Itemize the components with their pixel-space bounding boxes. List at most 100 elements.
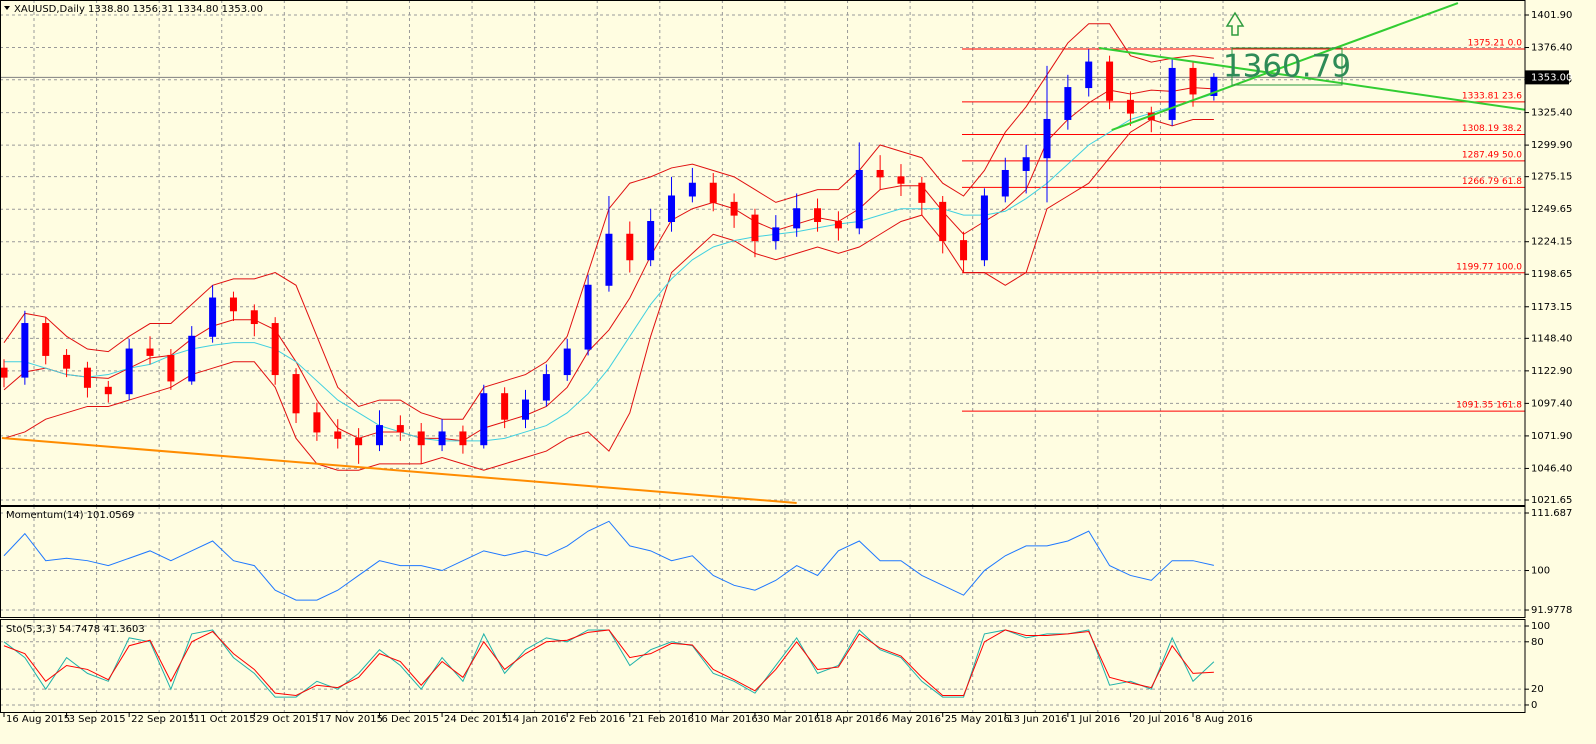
x-tick-label: 6 Dec 2015	[381, 714, 439, 725]
candle-body	[605, 233, 613, 286]
menu-triangle	[4, 6, 10, 10]
candle-body	[1189, 67, 1197, 95]
candle-body	[0, 367, 8, 378]
x-tick-label: 11 Oct 2015	[194, 714, 256, 725]
x-tick-label: 10 Mar 2016	[694, 714, 757, 725]
candle-body	[459, 431, 467, 446]
y-tick-label: 100	[1531, 566, 1550, 577]
up-arrow	[1225, 11, 1245, 36]
candle-body	[563, 348, 571, 376]
candle-body	[1043, 118, 1051, 159]
x-tick-label: 2 Feb 2016	[569, 714, 625, 725]
candle-body	[1001, 169, 1009, 197]
y-tick-label: 1401.90	[1531, 10, 1572, 21]
candle-body	[438, 431, 446, 446]
x-tick-label: 1 Jul 2016	[1070, 714, 1120, 725]
y-tick-label: 1097.40	[1531, 398, 1572, 409]
pane-border	[0, 0, 1526, 506]
candle-body	[229, 297, 237, 312]
indicator-line	[3, 629, 1214, 697]
x-tick-label: 25 May 2016	[945, 714, 1010, 725]
candle-body	[83, 367, 91, 388]
candle-body	[42, 323, 50, 356]
candle-body	[1210, 76, 1218, 96]
fibonacci-label: 1308.19 38.2	[1462, 124, 1522, 134]
x-tick-label: 24 Dec 2015	[444, 714, 508, 725]
x-tick-label: 16 Aug 2015	[6, 714, 70, 725]
candle-body	[1022, 157, 1030, 171]
candle-body	[960, 240, 968, 261]
y-tick-label: 91.9778	[1531, 605, 1572, 616]
candle-body	[167, 354, 175, 382]
fibonacci-label: 1333.81 23.6	[1462, 91, 1522, 101]
pane-border	[0, 619, 1526, 713]
candle-body	[668, 195, 676, 222]
y-tick-label: 1071.90	[1531, 431, 1572, 442]
momentum-pane	[0, 506, 1525, 617]
x-tick-label: 17 Nov 2015	[319, 714, 383, 725]
current-price-box	[1525, 70, 1569, 85]
y-tick-label: 0	[1531, 700, 1537, 711]
candle-body	[626, 233, 634, 261]
y-tick-label: 1021.65	[1531, 495, 1572, 506]
y-tick-label: 1249.65	[1531, 204, 1572, 215]
candle-body	[417, 431, 425, 446]
pane-border	[0, 506, 1526, 618]
fibonacci-label: 1287.49 50.0	[1462, 150, 1522, 160]
x-tick-label: 3 Sep 2015	[69, 714, 126, 725]
candle-body	[209, 297, 217, 337]
x-tick-label: 29 Oct 2015	[256, 714, 318, 725]
y-tick-label: 1224.15	[1531, 237, 1572, 248]
y-tick-label: 80	[1531, 637, 1544, 648]
pane-title: Momentum(14) 101.0569	[6, 510, 134, 521]
annotation-box	[1231, 47, 1343, 86]
candle-body	[63, 354, 71, 369]
candle-body	[522, 399, 529, 420]
pane-title: XAUUSD,Daily 1338.80 1356.31 1334.80 135…	[14, 4, 263, 15]
candle-body	[730, 201, 738, 216]
x-tick-label: 21 Feb 2016	[632, 714, 694, 725]
x-tick-label: 14 Jan 2016	[507, 714, 567, 725]
y-tick-label: 1299.90	[1531, 140, 1572, 151]
candle-body	[772, 227, 780, 242]
trendline	[1099, 47, 1525, 111]
axes: 1401.901376.401351.151325.401299.901275.…	[3, 4, 1572, 725]
candle-body	[501, 393, 509, 420]
candle-body	[1168, 67, 1176, 120]
price-pane: 1375.21 0.0 1333.81 23.6 1308.19 38.2 1287.…	[0, 0, 1525, 505]
fibonacci-label: 1375.21 0.0	[1468, 39, 1523, 49]
candle-body	[584, 284, 592, 350]
trendline	[1, 436, 797, 504]
indicator-line	[3, 520, 1214, 601]
candle-body	[334, 431, 342, 439]
candle-body	[375, 425, 383, 446]
y-tick-label: 1122.90	[1531, 366, 1572, 377]
candle-body	[876, 169, 884, 178]
candle-body	[939, 201, 947, 242]
indicator-line	[3, 87, 1214, 442]
candle-body	[480, 393, 488, 446]
pane-title: Sto(5,3,3) 54.7478 41.3603	[6, 624, 145, 635]
candle-body	[250, 310, 258, 325]
fibonacci-label: 1091.35 161.8	[1456, 401, 1522, 411]
candle-body	[313, 412, 321, 433]
candle-body	[751, 214, 759, 242]
candle-body	[125, 348, 133, 395]
candle-body	[1085, 61, 1093, 89]
annotation-text: 1360.79	[1223, 49, 1351, 85]
y-tick-label: 1376.40	[1531, 43, 1572, 54]
y-tick-label: 20	[1531, 684, 1544, 695]
candle-body	[834, 220, 842, 229]
indicator-line	[4, 93, 1215, 442]
candle-body	[709, 182, 717, 203]
current-price-label: 1353.00	[1531, 72, 1572, 83]
candle-body	[688, 182, 696, 197]
candle-body	[396, 425, 404, 433]
x-tick-label: 18 Apr 2016	[820, 714, 882, 725]
candle-body	[980, 195, 988, 261]
candle-body	[146, 348, 154, 356]
y-tick-label: 100	[1531, 621, 1550, 632]
candle-body	[1106, 61, 1114, 101]
